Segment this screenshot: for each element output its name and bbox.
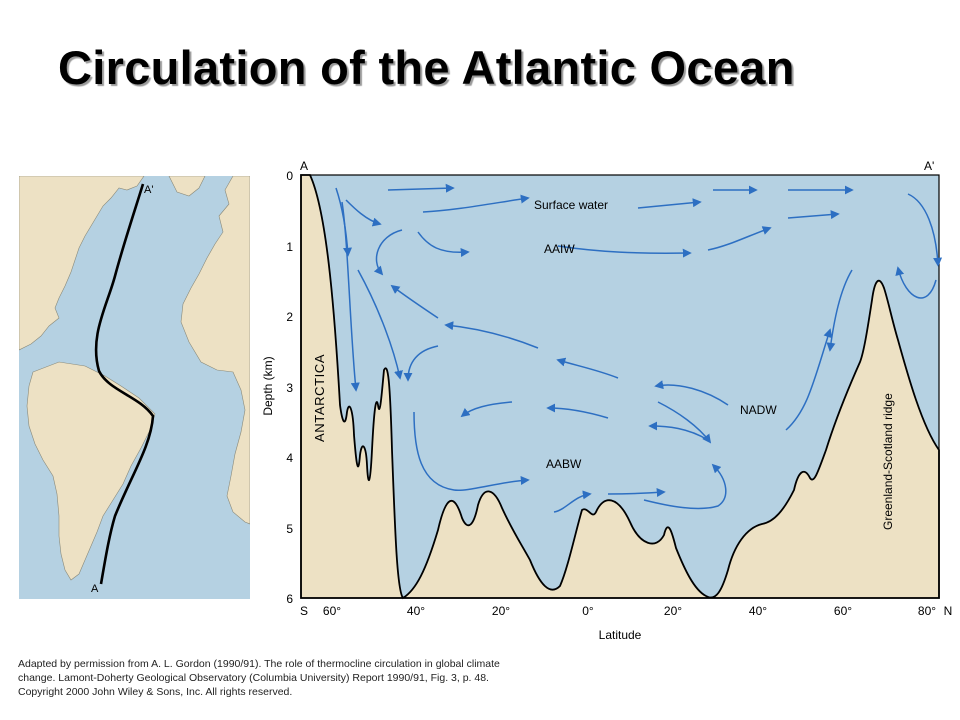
nadw-arrow-3	[895, 266, 937, 299]
y-tick-1: 1	[286, 240, 293, 254]
x-axis-title: Latitude	[599, 628, 642, 642]
x-end-south: S	[300, 604, 308, 618]
aaiw-arrow-3	[707, 226, 772, 251]
aabw-arrow-6	[643, 463, 727, 510]
surface-arrow-2	[422, 194, 530, 213]
aaiw-branch	[373, 229, 403, 276]
label-greenland-scotland-ridge: Greenland-Scotland ridge	[881, 393, 895, 530]
credit-line-3: Copyright 2000 John Wiley & Sons, Inc. A…	[18, 686, 293, 698]
x-end-north: N	[944, 604, 953, 618]
y-tick-2: 2	[286, 310, 293, 324]
y-tick-3: 3	[286, 381, 293, 395]
circulation-arrows	[335, 183, 943, 513]
map-north-america	[19, 176, 145, 351]
nadw-mid-1	[657, 401, 712, 444]
aabw-arrow-2	[357, 269, 403, 380]
x-tick-40n: 40°	[749, 604, 767, 618]
credit-note: Adapted by permission from A. L. Gordon …	[18, 657, 500, 699]
aabw-arrow-4	[553, 490, 592, 513]
section-frame	[300, 174, 940, 599]
aaiw-arrow-2	[557, 245, 692, 258]
label-aaiw: AAIW	[544, 242, 575, 256]
x-tick-0: 0°	[582, 604, 594, 618]
atlantic-location-map: A' A	[19, 176, 250, 599]
nadw-arrow-7	[390, 284, 439, 319]
label-antarctica: ANTARCTICA	[312, 354, 327, 442]
x-tick-20n: 20°	[664, 604, 682, 618]
credit-line-1: Adapted by permission from A. L. Gordon …	[18, 658, 500, 670]
x-axis-ticks: S 60° 40° 20° 0° 20° 40° 60° 80° N	[300, 604, 952, 618]
map-section-line	[94, 183, 155, 585]
aabw-arrow-3	[413, 411, 530, 491]
surface-arrow-7	[907, 193, 943, 267]
aabw-arrow-1	[341, 201, 360, 392]
nadw-branch-left	[403, 345, 439, 382]
map-europe-africa	[180, 176, 250, 525]
x-tick-60n: 60°	[834, 604, 852, 618]
x-tick-40s: 40°	[407, 604, 425, 618]
nadw-arrow-4	[654, 380, 729, 406]
label-nadw: NADW	[740, 403, 777, 417]
nadw-arrow-5	[556, 357, 619, 379]
x-tick-60s: 60°	[323, 604, 341, 618]
atlantic-cross-section: A A' Surface water AAIW NADW AABW ANTARC…	[261, 159, 952, 642]
credit-line-2: change. Lamont-Doherty Geological Observ…	[18, 672, 489, 684]
y-tick-5: 5	[286, 522, 293, 536]
label-surface-water: Surface water	[534, 198, 608, 212]
surface-arrow-1	[387, 183, 455, 193]
y-tick-4: 4	[286, 451, 293, 465]
map-greenland	[168, 176, 206, 197]
nadw-arrow-10	[460, 401, 513, 418]
section-label-a: A	[300, 159, 308, 173]
map-south-america	[26, 361, 156, 581]
section-label-a-prime: A'	[924, 159, 934, 173]
label-aabw: AABW	[546, 457, 582, 471]
surface-arrow-8	[345, 199, 382, 227]
nadw-arrow-2	[826, 269, 853, 352]
surface-arrow-6	[787, 210, 840, 220]
y-axis-ticks: 0 1 2 3 4 5 6	[286, 169, 293, 606]
y-tick-0: 0	[286, 169, 293, 183]
aaiw-arrow-1	[417, 231, 470, 257]
nadw-arrow-1	[785, 328, 833, 431]
x-tick-80n: 80°	[918, 604, 936, 618]
page-title: Circulation of the Atlantic Ocean	[58, 41, 795, 94]
aabw-arrow-5	[607, 488, 666, 498]
map-label-a: A	[91, 583, 99, 595]
nadw-arrow-6	[444, 321, 539, 349]
y-axis-title: Depth (km)	[261, 356, 275, 415]
surface-arrow-3	[637, 198, 702, 209]
sea-floor	[300, 174, 940, 600]
y-tick-6: 6	[286, 592, 293, 606]
x-tick-20s: 20°	[492, 604, 510, 618]
map-label-a-prime: A'	[144, 184, 153, 196]
nadw-arrow-9	[546, 403, 609, 419]
